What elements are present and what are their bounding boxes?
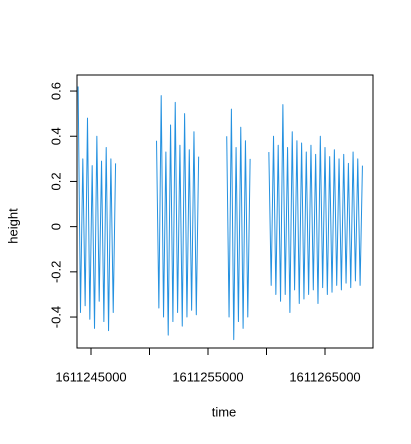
y-axis-label: height (5, 208, 20, 244)
x-tick-label: 1611255000 (172, 369, 243, 384)
data-line (77, 86, 363, 341)
x-axis-label: time (212, 404, 237, 419)
y-tick-label: 0.2 (48, 172, 63, 190)
x-tick-label: 1611265000 (289, 369, 360, 384)
x-tick-label: 1611245000 (55, 369, 126, 384)
y-tick-label: 0 (48, 223, 63, 230)
y-tick-label: 0.4 (48, 127, 63, 145)
y-tick-label: 0.6 (48, 82, 63, 100)
y-tick-label: -0.4 (48, 306, 63, 328)
y-tick-label: -0.2 (48, 261, 63, 283)
